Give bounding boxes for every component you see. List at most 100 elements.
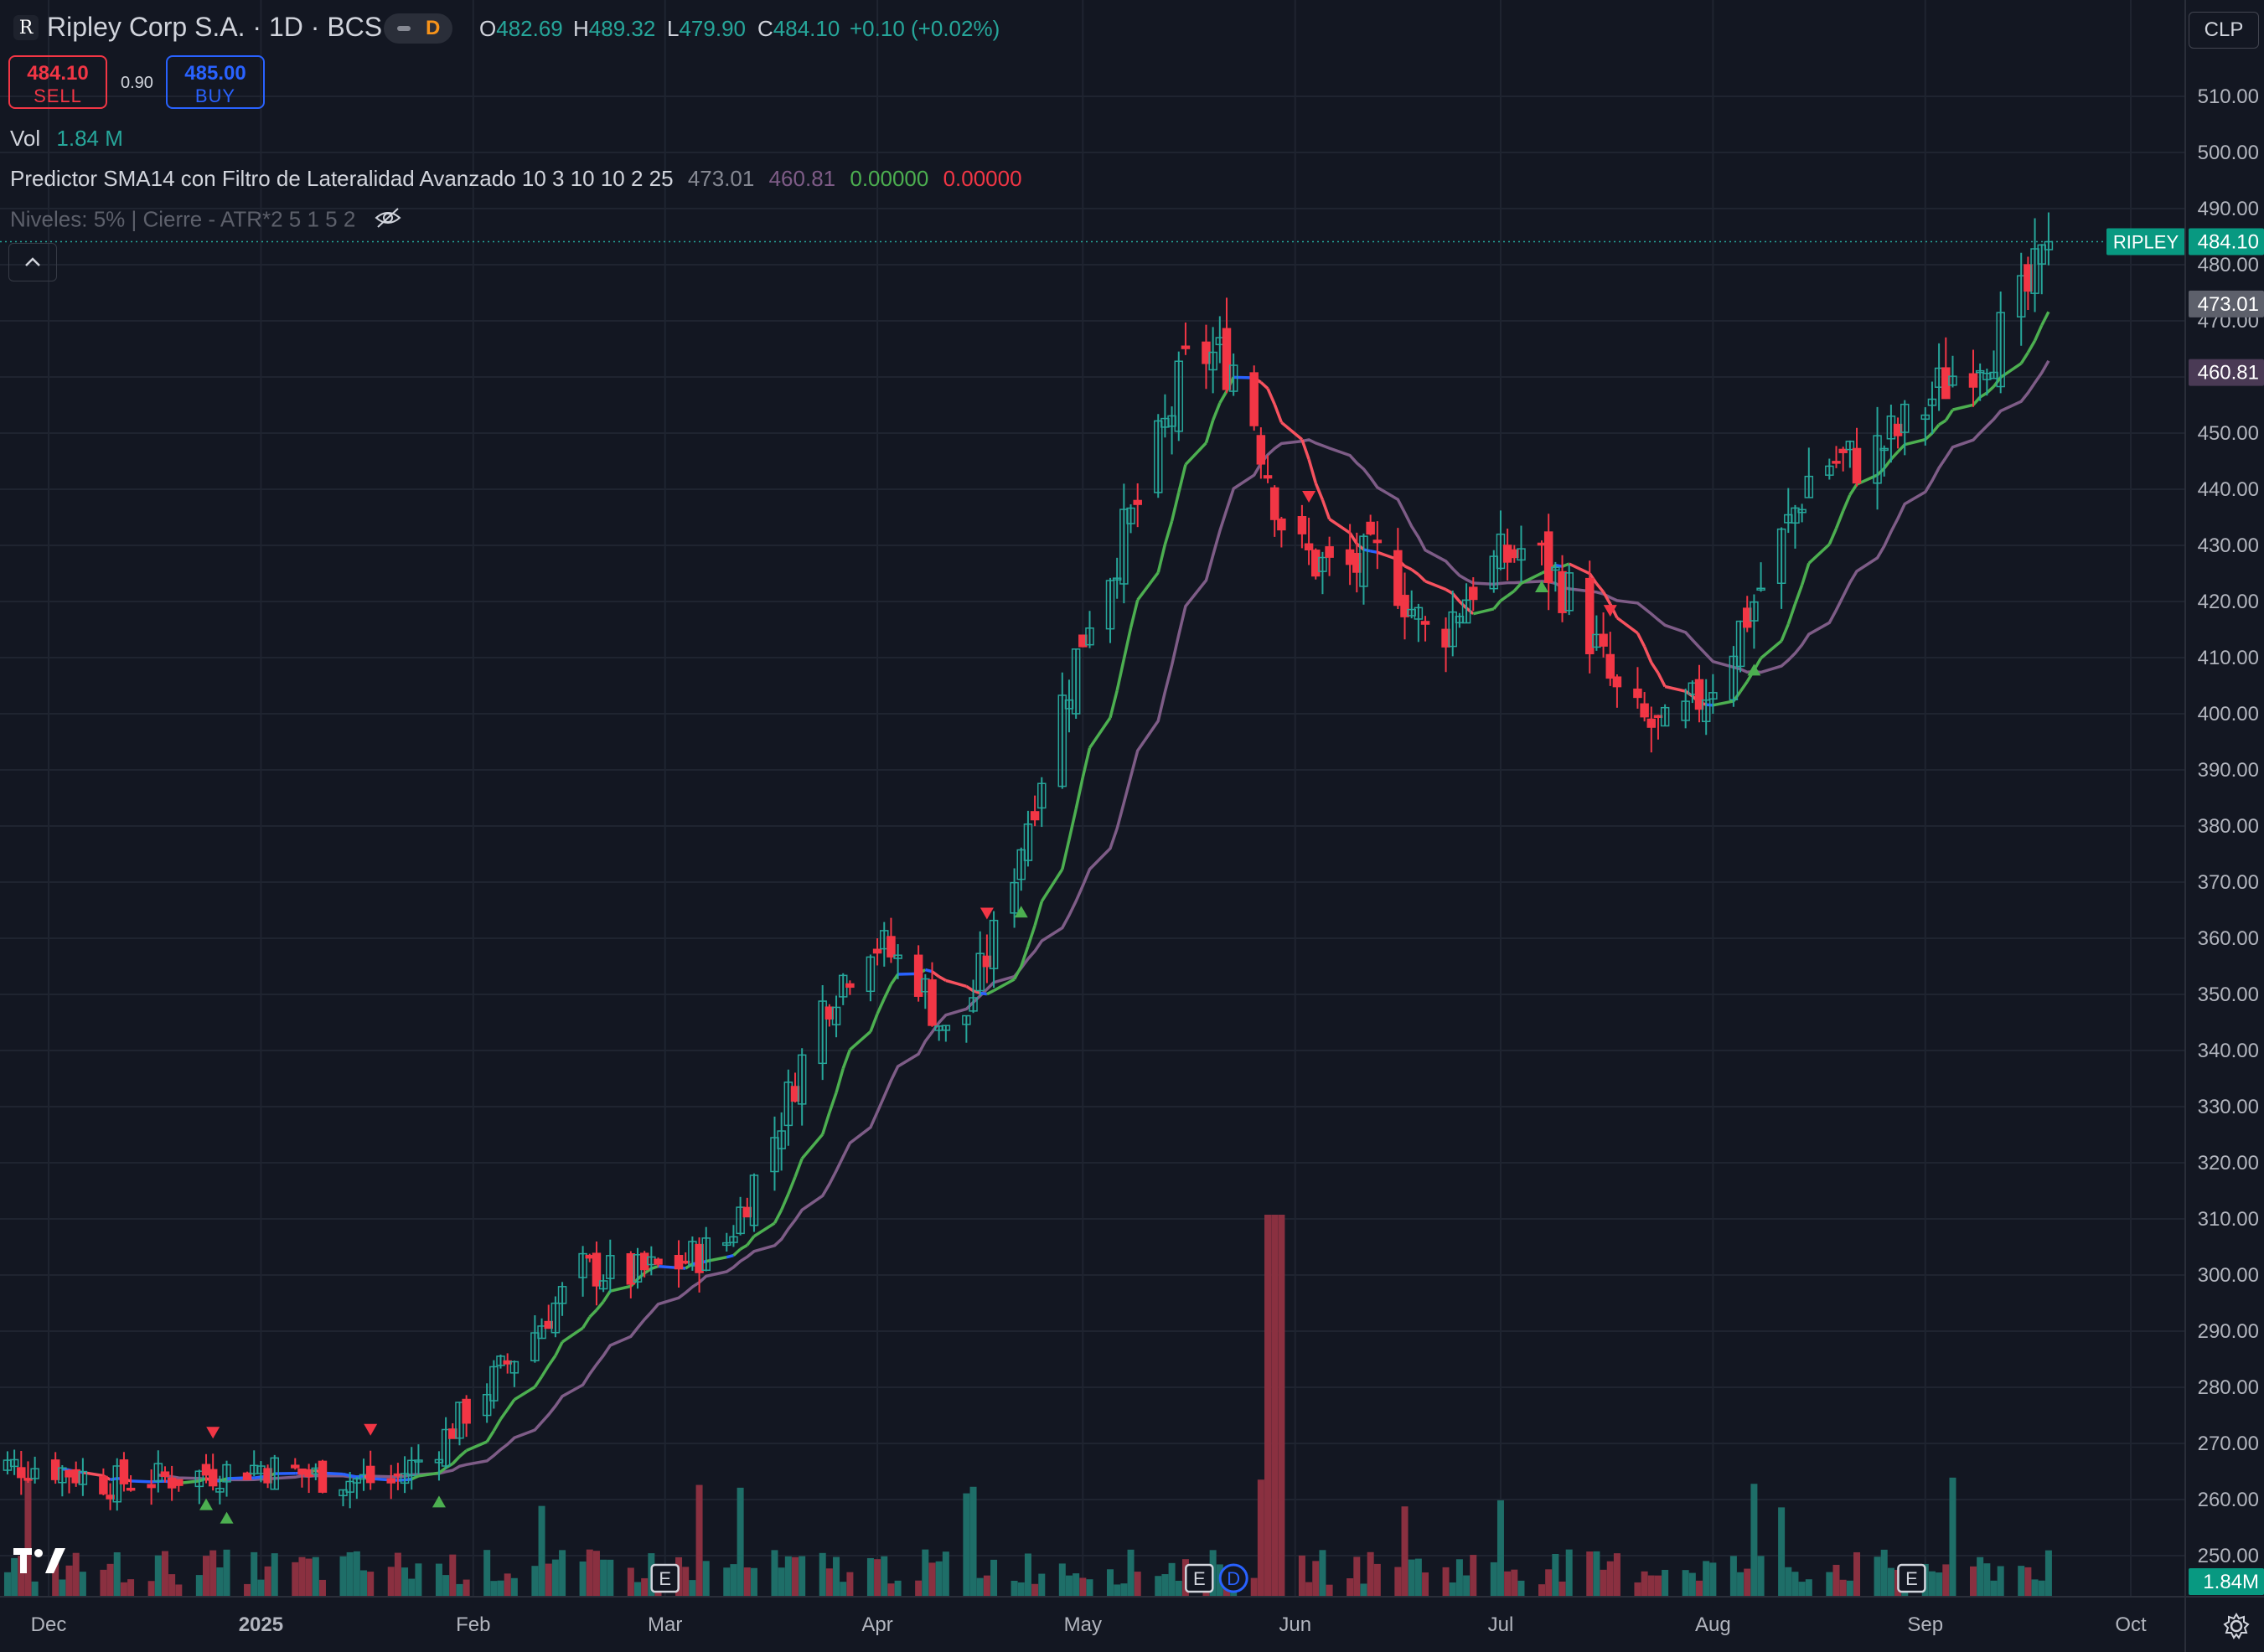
volume-bar — [866, 1557, 874, 1597]
fast-ma-segment — [1403, 565, 1413, 571]
candle-body — [462, 1398, 471, 1424]
candle-body — [1735, 620, 1745, 668]
volume-bar — [682, 1567, 690, 1597]
levels-legend[interactable]: Niveles: 5% | Cierre - ATR*2 5 1 5 2 — [10, 206, 402, 235]
candle-body — [1420, 621, 1430, 625]
candle-body — [1010, 881, 1019, 914]
volume-bar — [2031, 1579, 2039, 1597]
hidden-eye-icon[interactable] — [374, 206, 402, 235]
fast-ma-segment — [1664, 684, 1687, 693]
volume-bar — [1490, 1562, 1497, 1597]
candle-body — [352, 1478, 362, 1484]
fast-ma-segment — [1972, 395, 1982, 406]
candle-body — [1605, 653, 1615, 679]
candle-body — [1030, 811, 1040, 821]
fast-ma-segment — [1156, 544, 1167, 573]
time-tick-label: Oct — [2115, 1613, 2147, 1636]
buy-button[interactable]: 485.00 BUY — [166, 55, 265, 109]
volume-bar — [1538, 1584, 1546, 1597]
candle-body — [824, 1006, 835, 1020]
volume-bar — [840, 1582, 847, 1597]
fast-ma-segment — [547, 1355, 557, 1367]
volume-bar — [1552, 1553, 1559, 1597]
volume-bar — [59, 1579, 66, 1597]
time-tick-label: Dec — [31, 1613, 67, 1636]
candle-body — [1414, 607, 1424, 620]
fast-ma-segment — [644, 1267, 653, 1275]
settings-icon[interactable] — [2222, 1612, 2251, 1644]
price-tick-label: 270.00 — [2198, 1433, 2259, 1455]
fast-ma-segment — [1561, 562, 1570, 568]
volume-bar — [1634, 1582, 1641, 1597]
volume-bar — [1586, 1551, 1594, 1597]
candle-body — [790, 1086, 800, 1102]
time-tick-label: May — [1064, 1613, 1102, 1636]
candle-body — [872, 948, 882, 954]
dividend-marker-label: D — [1227, 1568, 1240, 1589]
fast-ma-segment — [1026, 925, 1036, 947]
fast-ma-segment — [1088, 716, 1112, 749]
volume-bar — [387, 1567, 395, 1597]
candle-body — [318, 1460, 328, 1493]
candle-body — [1112, 577, 1122, 581]
fast-ma-segment — [980, 991, 988, 996]
candle-body — [1838, 448, 1848, 453]
fast-ma-segment — [1834, 510, 1845, 529]
candle-body — [1297, 516, 1307, 534]
volume-bar — [510, 1577, 518, 1597]
fast-ma-segment — [1938, 419, 1947, 426]
volume-bar — [1065, 1575, 1073, 1597]
sell-price: 484.10 — [27, 62, 89, 85]
market-closed-icon — [397, 26, 411, 31]
candle-body — [886, 936, 896, 958]
volume-bar — [1161, 1574, 1169, 1597]
candle-body — [1160, 417, 1170, 428]
symbol-title[interactable]: Ripley Corp S.A. · 1D · BCS — [47, 12, 383, 42]
fast-ma-segment — [849, 1030, 872, 1051]
earnings-marker-icon — [1897, 1563, 1926, 1593]
candle-body — [1941, 367, 1951, 400]
candle-body — [866, 956, 876, 993]
candle-body — [777, 1130, 786, 1149]
indicator-name: Predictor SMA14 con Filtro de Lateralida… — [10, 166, 674, 191]
volume-legend[interactable]: Vol 1.84 M — [10, 126, 123, 152]
collapse-legend-button[interactable] — [8, 243, 57, 281]
candle-body — [400, 1473, 410, 1484]
volume-bar — [264, 1566, 271, 1597]
candle-body — [975, 952, 985, 992]
volume-bar — [784, 1556, 792, 1597]
sell-button[interactable]: 484.10 SELL — [8, 55, 107, 109]
price-tick-label: 400.00 — [2198, 703, 2259, 725]
candle-body — [797, 1054, 807, 1105]
fast-ma-segment — [1129, 599, 1140, 628]
volume-bar — [1298, 1555, 1305, 1597]
candle-body — [1701, 699, 1711, 722]
market-status-pill[interactable]: D — [384, 13, 452, 44]
volume-bar — [833, 1556, 840, 1597]
fast-ma-segment — [1780, 623, 1790, 642]
candle-body — [913, 954, 923, 997]
currency-selector[interactable]: CLP — [2189, 12, 2259, 49]
volume-bar — [1326, 1584, 1333, 1597]
indicator-legend[interactable]: Predictor SMA14 con Filtro de Lateralida… — [10, 166, 1022, 192]
fast-ma-segment — [787, 1176, 797, 1195]
volume-bar — [1517, 1580, 1525, 1597]
volume-bar — [799, 1556, 806, 1597]
fast-ma-segment — [1807, 543, 1831, 565]
candle-body — [17, 1467, 26, 1479]
candle-body — [1469, 586, 1478, 601]
volume-bar — [1750, 1484, 1758, 1597]
fast-ma-segment — [1944, 409, 1954, 421]
volume-bar — [1408, 1559, 1415, 1597]
tradingview-logo-icon[interactable] — [13, 1546, 65, 1579]
candle-body — [1660, 706, 1670, 727]
fast-ma-segment — [1507, 589, 1516, 597]
candle-body — [71, 1469, 80, 1484]
interval-badge: D — [426, 17, 441, 39]
candle-body — [680, 1260, 690, 1264]
candle-body — [1119, 509, 1129, 585]
candle-body — [1455, 616, 1465, 624]
sell-signal-triangle-icon — [1603, 605, 1617, 617]
fast-ma-value-tag-bg — [2189, 290, 2264, 317]
